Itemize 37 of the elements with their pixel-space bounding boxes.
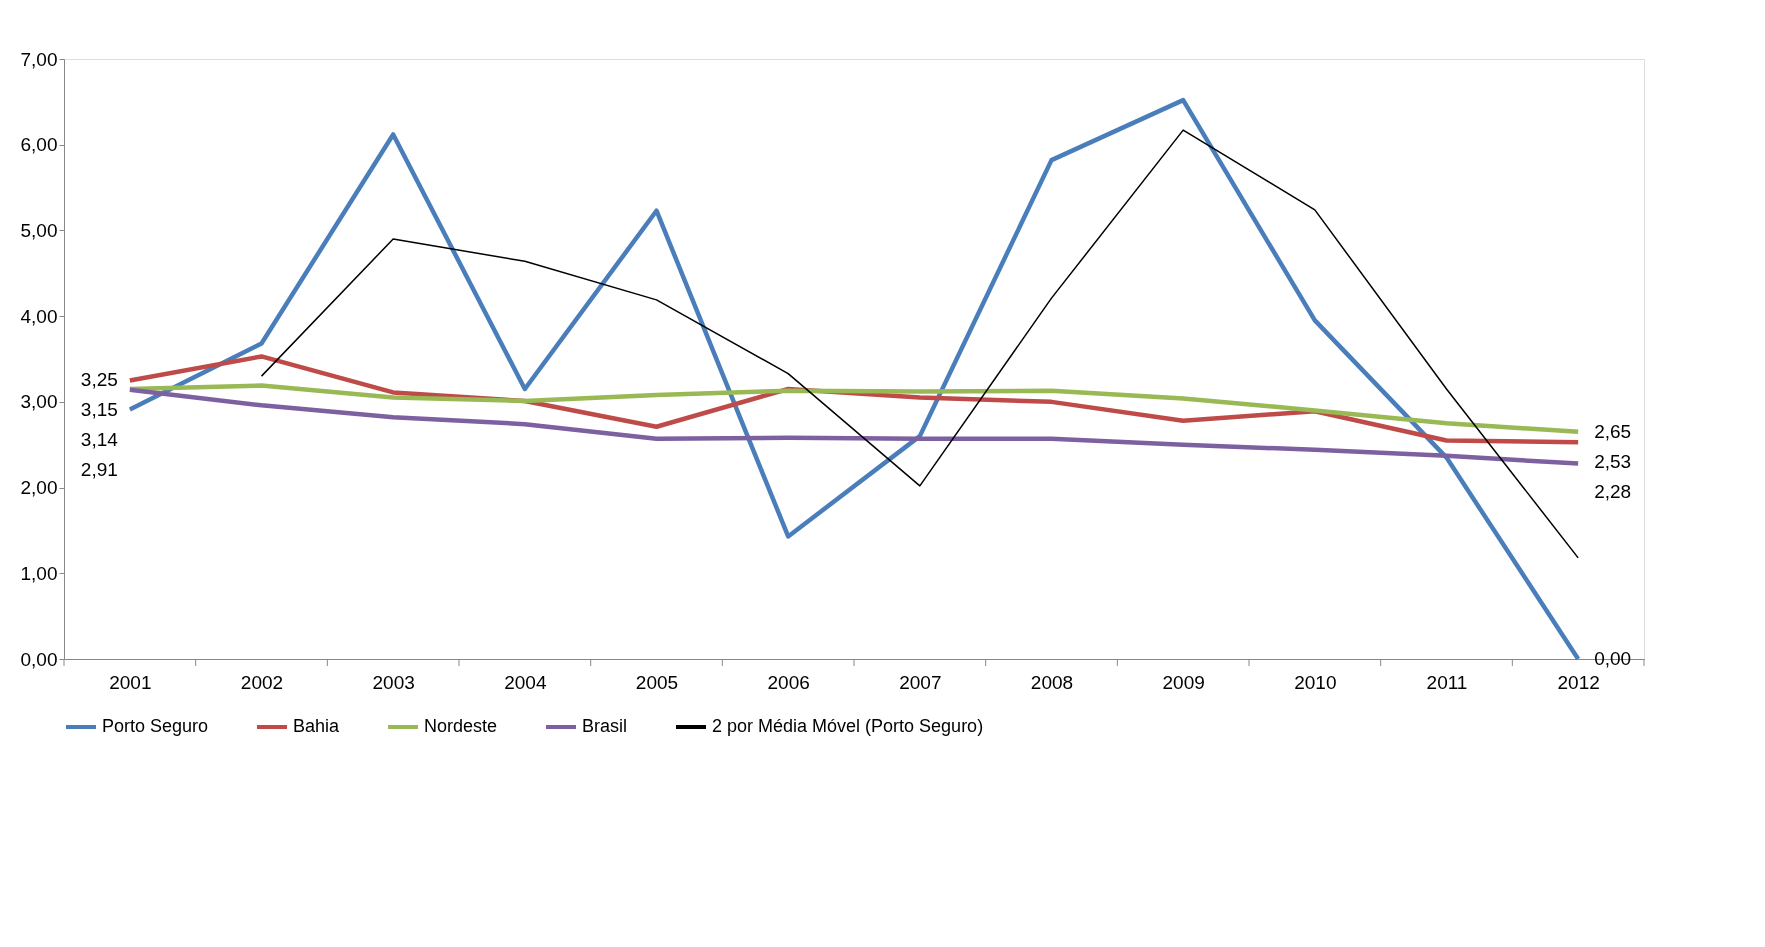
legend-label: Brasil (582, 716, 628, 736)
x-tick-label: 2005 (635, 671, 679, 693)
line-series (127, 387, 1581, 466)
x-tick-label: 2012 (1557, 671, 1600, 693)
y-tick-label: 0,00 (20, 648, 58, 670)
legend-label: Bahia (293, 716, 341, 736)
x-tick-label: 2003 (372, 671, 415, 693)
data-label: 3,15 (80, 399, 118, 421)
line-series (127, 383, 1581, 435)
legend-label: Porto Seguro (102, 716, 209, 736)
y-tick-label: 7,00 (20, 48, 58, 70)
y-tick-label: 6,00 (20, 134, 58, 156)
y-tick-label: 2,00 (20, 477, 58, 499)
y-tick-label: 1,00 (20, 562, 58, 584)
y-tick-label: 4,00 (20, 305, 58, 327)
legend-label: 2 por Média Móvel (Porto Seguro) (712, 716, 984, 736)
x-tick-label: 2007 (899, 671, 942, 693)
y-tick-label: 3,00 (20, 391, 58, 413)
x-tick-label: 2004 (504, 671, 547, 693)
line-series (260, 129, 1579, 559)
x-tick-label: 2006 (767, 671, 810, 693)
data-label: 3,14 (80, 429, 119, 451)
x-tick-label: 2009 (1162, 671, 1205, 693)
data-label: 2,65 (1594, 420, 1632, 442)
x-tick-label: 2011 (1426, 671, 1468, 693)
line-series (127, 97, 1581, 662)
y-tick-label: 5,00 (20, 219, 58, 241)
x-tick-label: 2002 (240, 671, 284, 693)
x-tick-label: 2008 (1030, 671, 1074, 693)
legend-label: Nordeste (424, 716, 498, 736)
data-label: 3,25 (80, 369, 118, 391)
x-tick-label: 2010 (1294, 671, 1337, 693)
data-label: 2,53 (1594, 450, 1632, 472)
data-label: 2,91 (80, 459, 118, 481)
data-label: 0,00 (1594, 648, 1632, 669)
data-label: 2,28 (1594, 480, 1632, 502)
x-tick-label: 2001 (109, 671, 152, 693)
